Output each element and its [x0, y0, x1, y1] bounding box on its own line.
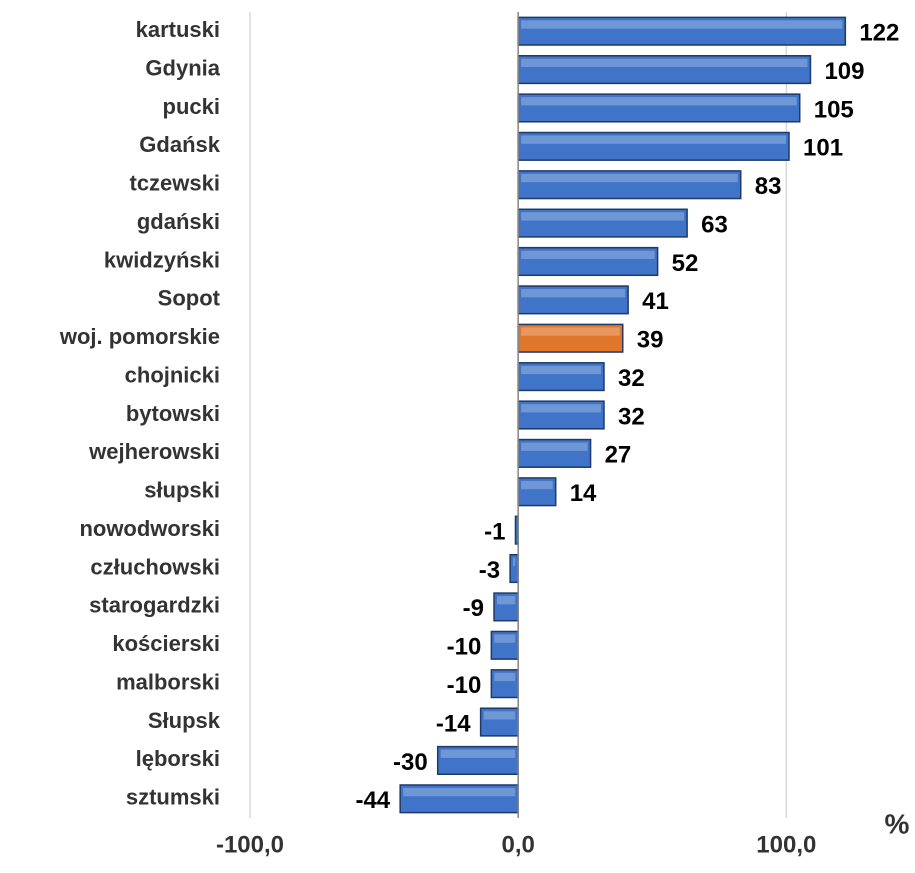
y-tick-label: malborski	[116, 669, 220, 694]
x-axis-label: %	[885, 808, 910, 839]
x-tick-label: -100,0	[216, 831, 284, 858]
value-label: 32	[618, 403, 645, 430]
bar	[517, 55, 812, 85]
value-label: 41	[642, 288, 669, 315]
value-label: 122	[859, 20, 899, 47]
bar-highlight	[494, 634, 516, 643]
x-tick-label: 0,0	[501, 831, 534, 858]
bar-highlight	[521, 327, 620, 336]
bar	[517, 131, 790, 161]
value-label: -44	[355, 787, 390, 814]
y-tick-label: sztumski	[126, 785, 220, 810]
bar-highlight	[513, 557, 516, 566]
value-label: 63	[701, 211, 728, 238]
bar-highlight	[403, 787, 516, 797]
bar-highlight	[440, 749, 516, 758]
bar-highlight	[494, 672, 516, 682]
value-label: 32	[618, 365, 645, 392]
y-tick-label: kwidzyński	[104, 247, 220, 272]
value-label: 52	[672, 250, 699, 277]
bar-highlight	[521, 442, 588, 451]
value-label: 101	[803, 135, 843, 162]
x-tick-label: 100,0	[756, 831, 816, 858]
bar-highlight	[521, 135, 787, 144]
value-label: 27	[605, 442, 632, 469]
value-label: 14	[570, 480, 597, 507]
bar-highlight	[497, 596, 516, 605]
y-tick-label: gdański	[137, 209, 220, 234]
value-label: -3	[479, 557, 500, 584]
y-tick-label: bytowski	[126, 401, 220, 426]
bar	[490, 630, 519, 660]
bar	[517, 208, 688, 238]
bar	[490, 669, 519, 699]
y-tick-label: kościerski	[112, 631, 220, 656]
value-label: -30	[393, 749, 428, 776]
bar	[517, 438, 592, 468]
y-tick-label: lęborski	[136, 746, 220, 771]
y-tick-label: tczewski	[130, 171, 221, 196]
value-label: -9	[463, 595, 484, 622]
y-tick-label: wejherowski	[88, 439, 220, 464]
bar-highlight	[521, 58, 808, 68]
y-tick-label: nowodworski	[79, 516, 220, 541]
value-label: 109	[824, 58, 864, 85]
y-tick-label: kartuski	[136, 17, 220, 42]
bar-highlight	[521, 250, 655, 259]
bar	[517, 246, 659, 277]
bar	[517, 93, 801, 123]
value-label: 83	[755, 173, 782, 200]
y-tick-label: Gdańsk	[139, 132, 220, 157]
y-tick-label: Gdynia	[145, 55, 220, 80]
bar	[517, 16, 847, 46]
bar-highlight	[521, 97, 797, 106]
y-tick-label: woj. pomorskie	[59, 324, 220, 349]
bar	[493, 592, 519, 622]
bar-highlight	[521, 289, 626, 298]
bar-highlight	[521, 20, 843, 29]
value-label: 39	[637, 327, 664, 354]
y-tick-label: chojnicki	[125, 362, 220, 387]
y-tick-label: słupski	[144, 478, 220, 503]
bar	[517, 170, 742, 200]
bar-highlight	[521, 173, 738, 183]
y-tick-label: Słupsk	[148, 708, 221, 733]
y-tick-label: człuchowski	[90, 554, 220, 579]
y-tick-label: Sopot	[158, 286, 221, 311]
bar	[399, 784, 519, 814]
value-label: -1	[484, 518, 505, 545]
value-label: 105	[814, 96, 854, 123]
y-tick-label: starogardzki	[89, 593, 220, 618]
value-label: -14	[436, 710, 471, 737]
bar-highlight	[521, 365, 601, 375]
y-tick-label: pucki	[163, 94, 220, 119]
bar-highlight	[483, 711, 516, 720]
bar-highlight	[521, 480, 553, 490]
bar-highlight	[521, 212, 685, 221]
bar-highlight	[521, 404, 601, 413]
value-label: -10	[447, 634, 482, 661]
value-label: -10	[447, 672, 482, 699]
